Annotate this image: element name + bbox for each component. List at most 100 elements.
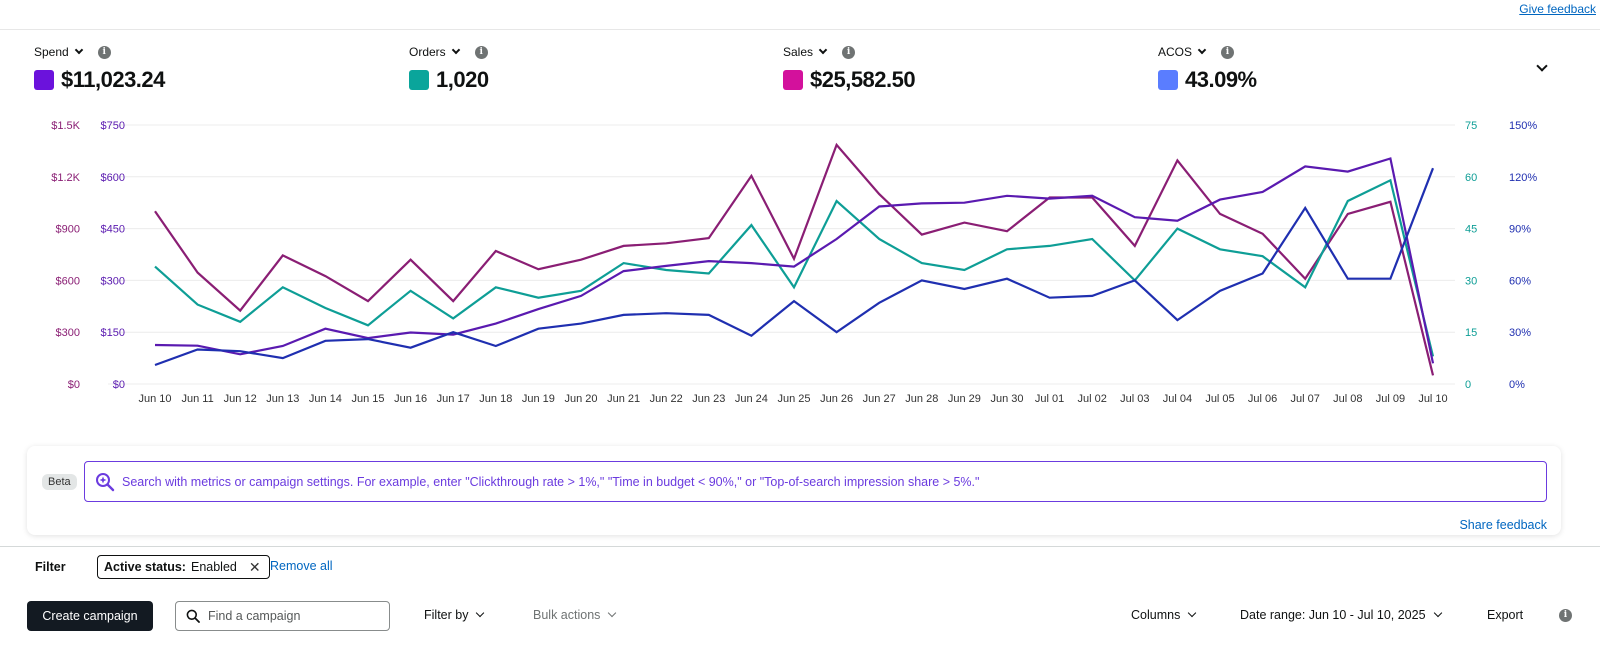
find-campaign-field[interactable] [175, 601, 390, 631]
divider [0, 29, 1600, 30]
give-feedback-link[interactable]: Give feedback [1519, 2, 1596, 16]
x-tick-label: Jun 13 [266, 393, 299, 405]
series-color-swatch [783, 70, 803, 90]
divider [0, 546, 1600, 547]
x-tick-label: Jun 23 [692, 393, 725, 405]
x-tick-label: Jun 28 [905, 393, 938, 405]
y-tick-label-acos: 150% [1509, 120, 1537, 132]
series-color-swatch [1158, 70, 1178, 90]
y-tick-label-sales: $1.2K [51, 172, 80, 184]
series-line-sales [154, 142, 1435, 376]
date-range-dropdown[interactable]: Date range: Jun 10 - Jul 10, 2025 [1240, 608, 1442, 622]
y-tick-label-orders: 45 [1465, 224, 1477, 236]
info-icon[interactable]: i [842, 45, 856, 59]
x-tick-label: Jul 05 [1205, 393, 1234, 405]
sparkle-search-icon [96, 472, 115, 491]
x-tick-label: Jul 10 [1418, 393, 1447, 405]
x-tick-label: Jul 08 [1333, 393, 1362, 405]
ai-search-card: Beta Search with metrics or campaign set… [27, 446, 1561, 535]
info-icon[interactable]: i [1221, 45, 1235, 59]
y-tick-label-spend: $300 [101, 275, 125, 287]
bulk-actions-dropdown[interactable]: Bulk actions [533, 608, 617, 622]
create-campaign-button[interactable]: Create campaign [27, 601, 153, 631]
chevron-down-icon [818, 45, 828, 55]
metric-label: Sales [783, 45, 814, 59]
filter-chip-active-status[interactable]: Active status: Enabled ✕ [97, 555, 270, 579]
x-tick-label: Jul 02 [1078, 393, 1107, 405]
y-tick-label-sales: $600 [56, 275, 80, 287]
metric-orders: Orders i 1,020 [409, 44, 489, 93]
x-tick-label: Jun 16 [394, 393, 427, 405]
y-tick-label-sales: $0 [68, 379, 80, 391]
chevron-down-icon [1433, 608, 1442, 618]
series-line-orders [154, 178, 1435, 357]
x-tick-label: Jul 09 [1376, 393, 1405, 405]
x-tick-label: Jul 06 [1248, 393, 1277, 405]
metric-selector-orders[interactable]: Orders i [409, 44, 489, 60]
info-icon[interactable]: i [474, 45, 488, 59]
y-tick-label-spend: $450 [101, 224, 125, 236]
export-label: Export [1487, 608, 1524, 622]
x-tick-label: Jun 26 [820, 393, 853, 405]
x-tick-label: Jun 25 [777, 393, 810, 405]
find-campaign-input[interactable] [208, 609, 378, 623]
series-line-acos [154, 167, 1435, 367]
y-tick-label-orders: 0 [1465, 379, 1471, 391]
info-icon[interactable]: i [1559, 609, 1572, 622]
search-icon [186, 609, 200, 623]
metric-label: ACOS [1158, 45, 1193, 59]
beta-badge: Beta [42, 474, 77, 490]
x-tick-label: Jul 03 [1120, 393, 1149, 405]
y-tick-label-spend: $0 [113, 379, 125, 391]
y-tick-label-acos: 30% [1509, 327, 1531, 339]
metric-sales: Sales i $25,582.50 [783, 44, 916, 93]
y-tick-label-orders: 30 [1465, 275, 1477, 287]
metric-value: $25,582.50 [810, 67, 916, 92]
metric-selector-spend[interactable]: Spend i [34, 44, 165, 60]
x-tick-label: Jul 04 [1163, 393, 1192, 405]
x-tick-label: Jun 30 [990, 393, 1023, 405]
filter-chip-key: Active status: [104, 560, 186, 574]
x-tick-label: Jun 11 [181, 393, 213, 405]
close-icon[interactable]: ✕ [248, 558, 261, 575]
columns-dropdown[interactable]: Columns [1131, 608, 1197, 622]
x-tick-label: Jun 29 [948, 393, 981, 405]
metric-spend: Spend i $11,023.24 [34, 44, 165, 93]
y-tick-label-spend: $750 [101, 120, 125, 132]
ai-search-placeholder: Search with metrics or campaign settings… [122, 474, 980, 489]
y-tick-label-sales: $900 [56, 224, 80, 236]
y-tick-label-acos: 0% [1509, 379, 1525, 391]
columns-label: Columns [1131, 608, 1181, 622]
x-tick-label: Jun 18 [479, 393, 512, 405]
metric-value: 1,020 [436, 67, 489, 92]
y-tick-label-orders: 15 [1465, 327, 1477, 339]
metric-label: Orders [409, 45, 446, 59]
filter-by-dropdown[interactable]: Filter by [424, 608, 485, 622]
x-tick-label: Jun 14 [309, 393, 342, 405]
y-tick-label-orders: 75 [1465, 120, 1477, 132]
export-button[interactable]: Export [1487, 608, 1523, 622]
x-tick-label: Jun 21 [607, 393, 640, 405]
metric-value: 43.09% [1185, 67, 1257, 92]
x-tick-label: Jun 12 [224, 393, 257, 405]
filter-by-label: Filter by [424, 608, 469, 622]
metric-value: $11,023.24 [61, 67, 165, 92]
y-tick-label-sales: $300 [56, 327, 80, 339]
x-tick-label: Jun 24 [735, 393, 768, 405]
filter-chip-value: Enabled [190, 560, 237, 574]
share-feedback-link[interactable]: Share feedback [1459, 518, 1547, 532]
bulk-actions-label: Bulk actions [533, 608, 601, 622]
metric-selector-acos[interactable]: ACOS i [1158, 44, 1257, 60]
metric-label: Spend [34, 45, 69, 59]
date-range-label: Date range: Jun 10 - Jul 10, 2025 [1240, 608, 1426, 622]
y-tick-label-orders: 60 [1465, 172, 1477, 184]
ai-search-input[interactable]: Search with metrics or campaign settings… [84, 461, 1547, 502]
x-tick-label: Jun 17 [437, 393, 470, 405]
info-icon[interactable]: i [97, 45, 111, 59]
metric-selector-sales[interactable]: Sales i [783, 44, 915, 60]
y-tick-label-acos: 90% [1509, 224, 1531, 236]
collapse-chart-chevron-icon[interactable] [1536, 60, 1548, 72]
remove-all-filters-link[interactable]: Remove all [270, 559, 333, 573]
x-tick-label: Jun 19 [522, 393, 555, 405]
